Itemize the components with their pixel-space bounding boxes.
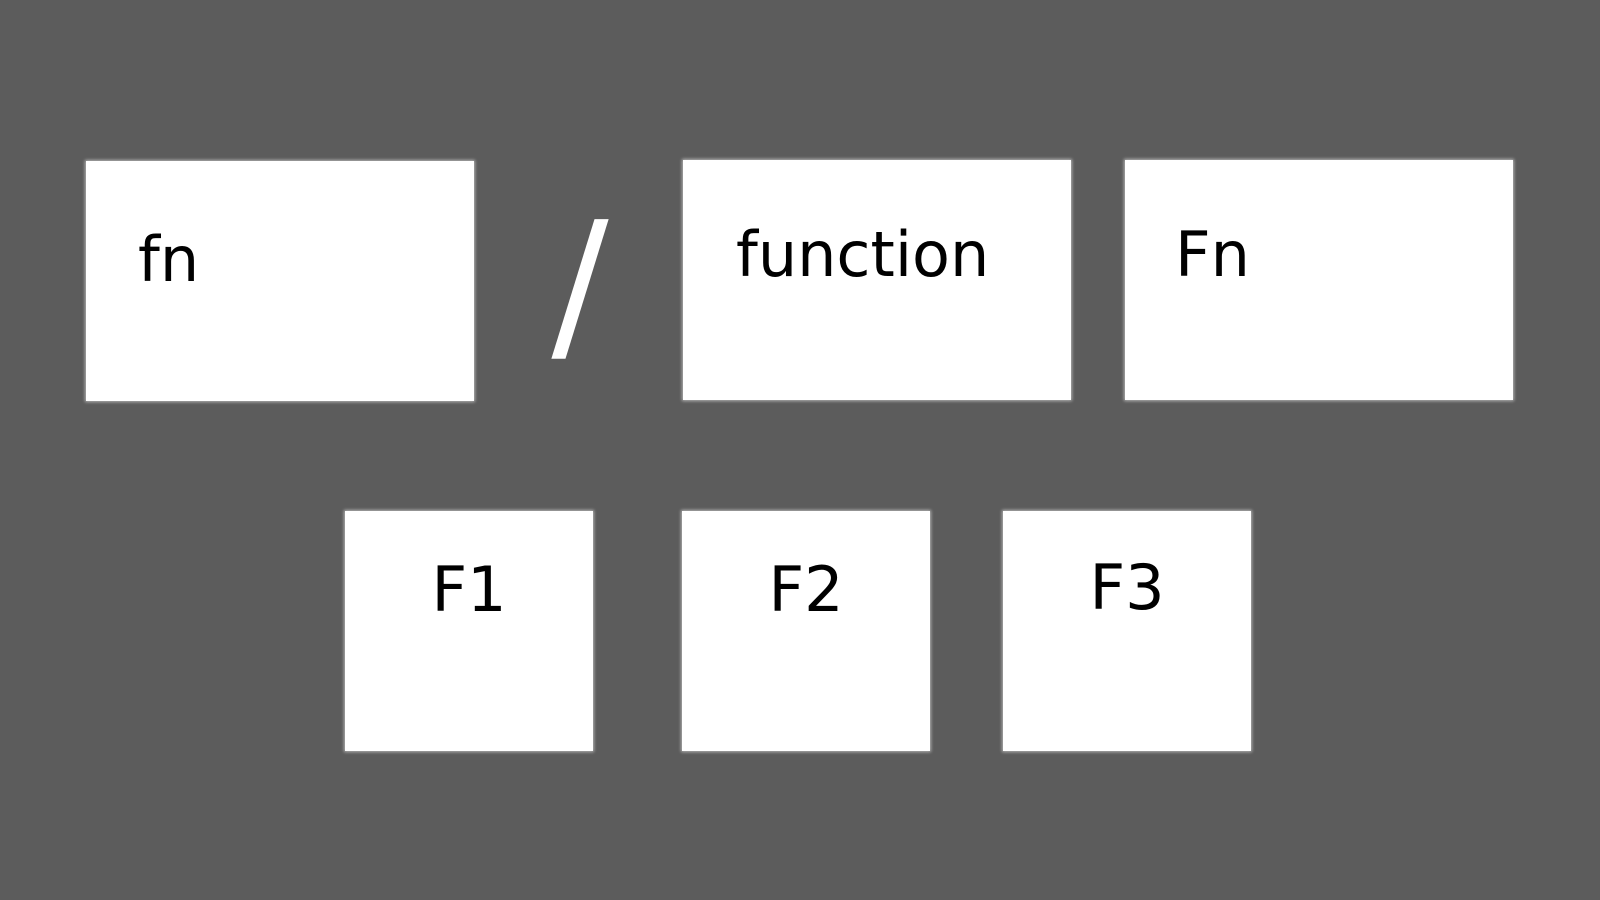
Fn-key: Fn: [1125, 160, 1513, 400]
fn-key-label: fn: [138, 223, 200, 296]
fn-key: fn: [86, 161, 474, 401]
f3-key-label: F3: [1089, 551, 1165, 624]
f1-key: F1: [345, 511, 593, 751]
separator-slash: /: [551, 186, 609, 384]
function-key-label: function: [736, 218, 990, 291]
f1-key-label: F1: [431, 553, 507, 626]
Fn-key-label: Fn: [1175, 218, 1250, 291]
f2-key-label: F2: [768, 553, 844, 626]
f2-key: F2: [682, 511, 930, 751]
function-key: function: [683, 160, 1071, 400]
f3-key: F3: [1003, 511, 1251, 751]
